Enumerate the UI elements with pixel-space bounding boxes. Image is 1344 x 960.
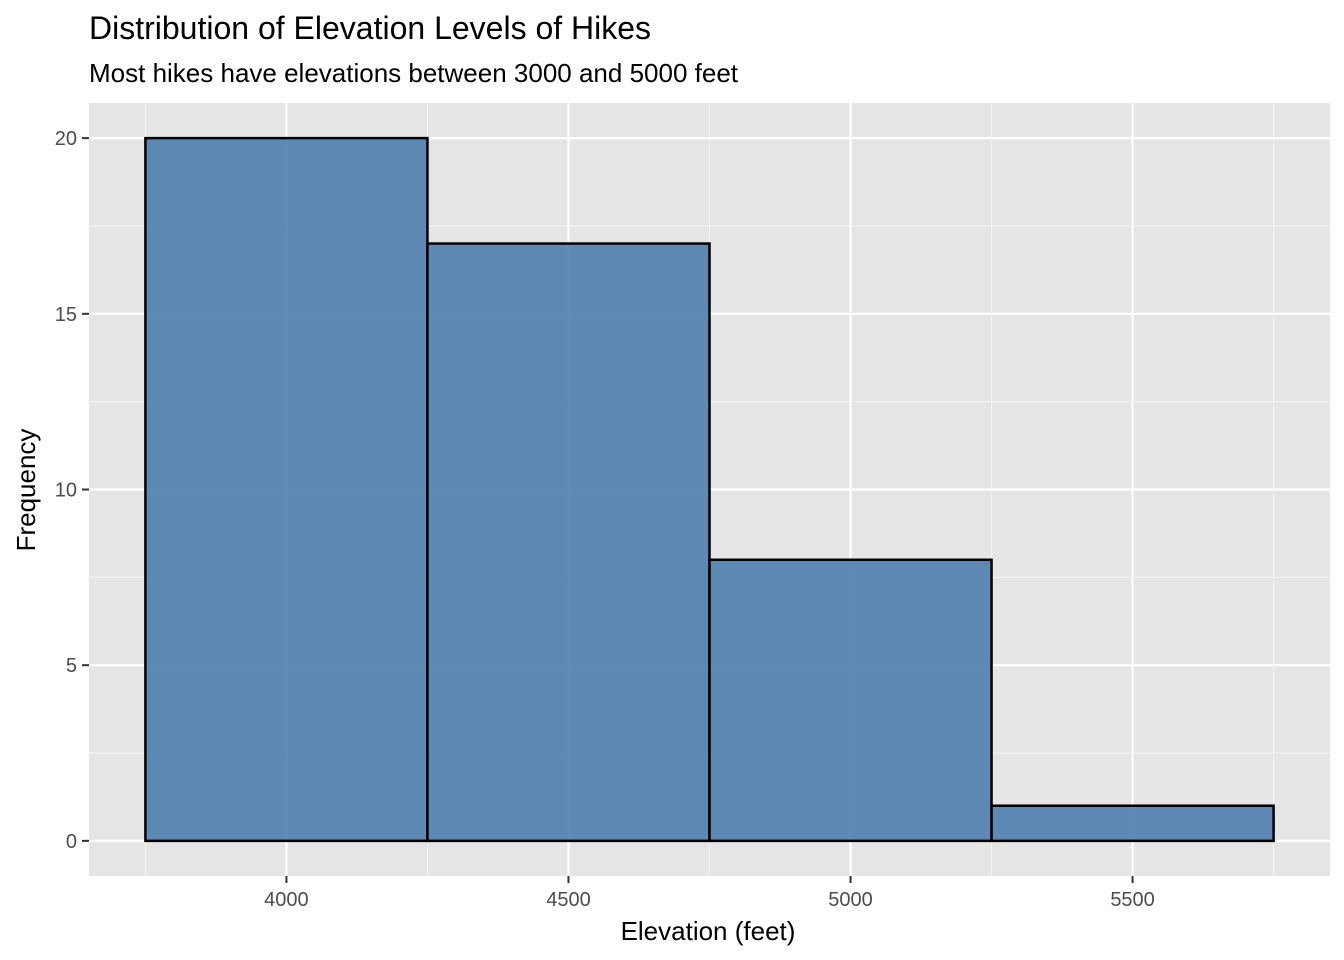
histogram-bar [990,804,1275,843]
chart-title: Distribution of Elevation Levels of Hike… [89,10,651,46]
y-axis: 0 5 10 15 20 [55,128,89,853]
y-tick-label: 20 [55,128,77,150]
y-axis-title: Frequency [11,429,41,552]
x-tick-label: 4000 [264,889,309,911]
histogram-bar [708,558,993,843]
x-tick-label: 4500 [546,889,591,911]
histogram-bar [144,136,429,843]
histogram-bar [426,242,711,843]
histogram-bars [144,136,1275,843]
x-axis: 4000 4500 5000 5500 [264,876,1155,911]
y-tick-label: 0 [66,831,77,853]
y-tick-label: 5 [66,655,77,677]
y-tick-label: 10 [55,480,77,502]
chart-subtitle: Most hikes have elevations between 3000 … [89,58,739,88]
x-tick-label: 5000 [828,889,873,911]
x-axis-title: Elevation (feet) [621,916,796,946]
x-tick-label: 5500 [1110,889,1155,911]
y-tick-label: 15 [55,304,77,326]
